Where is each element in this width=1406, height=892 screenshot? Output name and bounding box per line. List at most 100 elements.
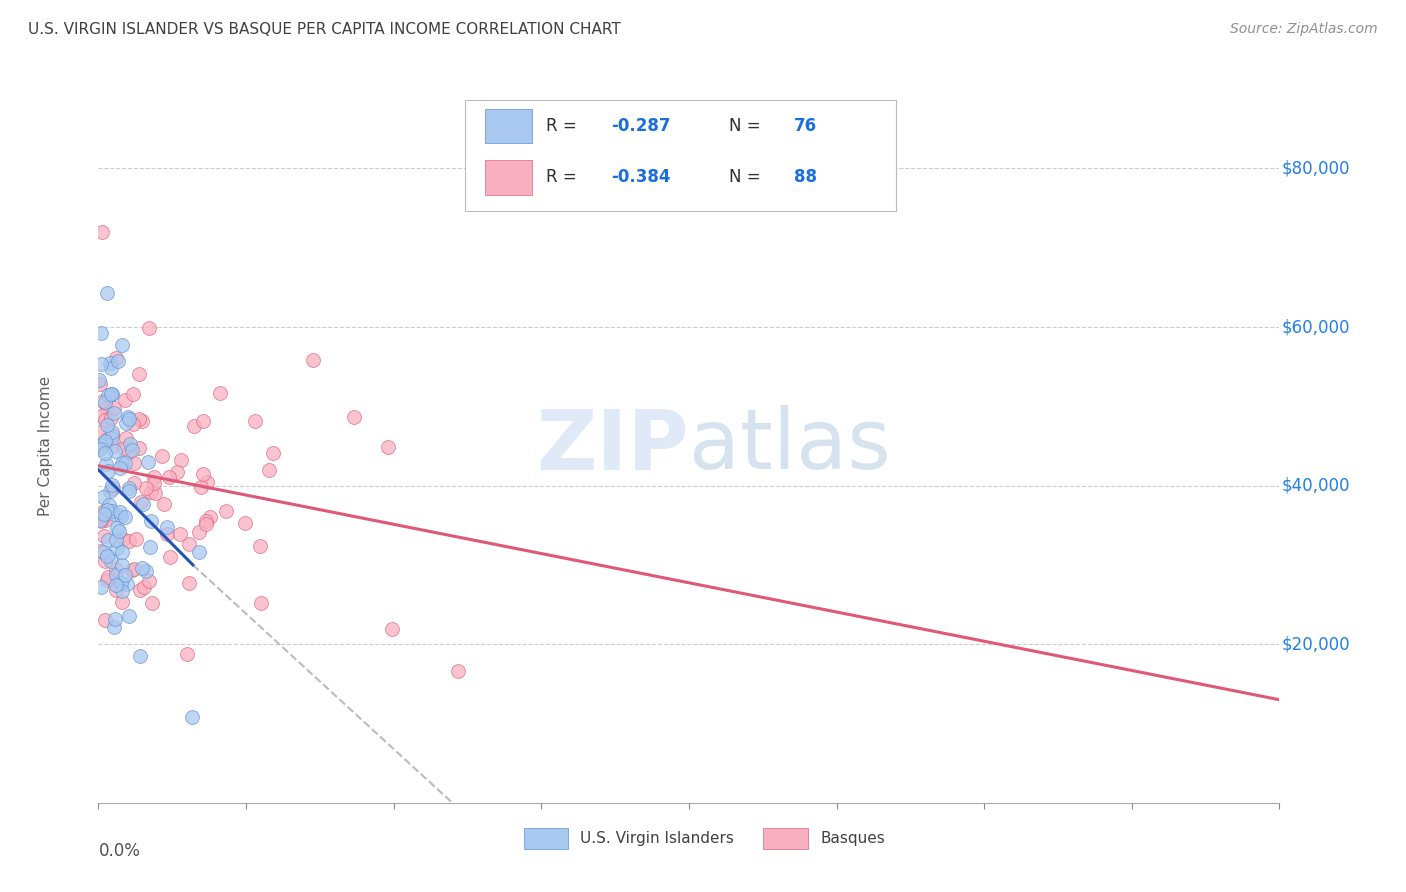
Point [110, 505, 132, 519]
Point [93, 528, 115, 542]
Point [191, 414, 214, 428]
Point [233, 516, 256, 530]
Point [131, 561, 153, 575]
Point [101, 387, 124, 401]
Text: R =: R = [546, 117, 582, 135]
Point [169, 527, 191, 541]
Point [97, 570, 120, 584]
Point [108, 460, 131, 475]
Point [169, 453, 191, 467]
Point [103, 401, 125, 416]
Point [93, 513, 115, 527]
Point [194, 515, 217, 529]
Point [91, 393, 114, 408]
Point [200, 509, 222, 524]
Point [243, 414, 266, 428]
Point [187, 545, 209, 559]
Point [105, 582, 128, 597]
Point [90, 357, 112, 371]
Point [111, 594, 134, 608]
Text: 88: 88 [794, 169, 817, 186]
Point [105, 521, 128, 535]
Point [94, 554, 117, 568]
Point [90, 514, 112, 528]
Point [96, 549, 118, 563]
Point [131, 414, 153, 428]
Point [105, 533, 128, 548]
Point [110, 558, 132, 572]
Point [128, 649, 150, 664]
Point [90, 580, 112, 594]
Point [191, 467, 214, 481]
Point [89, 442, 111, 456]
Point [93, 507, 115, 521]
Point [110, 509, 132, 524]
Point [138, 574, 160, 589]
Point [156, 526, 179, 541]
Point [91, 545, 114, 559]
Point [153, 497, 176, 511]
Point [190, 479, 212, 493]
Point [143, 486, 166, 500]
Point [89, 544, 111, 558]
Point [381, 622, 404, 636]
Point [97, 388, 120, 402]
Point [150, 450, 173, 464]
Point [257, 463, 280, 477]
Point [114, 456, 136, 470]
Point [132, 497, 155, 511]
Point [195, 475, 218, 489]
Point [100, 361, 122, 376]
Point [124, 456, 146, 470]
Point [105, 567, 128, 582]
Point [91, 490, 114, 504]
Point [138, 541, 160, 555]
Point [101, 503, 124, 517]
Point [122, 562, 145, 576]
Point [110, 456, 132, 470]
Point [96, 502, 118, 516]
Point [107, 354, 129, 368]
Point [138, 321, 160, 335]
Text: $60,000: $60,000 [1282, 318, 1350, 336]
Point [117, 410, 139, 425]
Point [104, 612, 127, 626]
Point [142, 469, 165, 483]
Point [157, 470, 180, 484]
Point [97, 464, 120, 478]
Point [114, 568, 136, 582]
Point [93, 503, 115, 517]
Point [104, 444, 127, 458]
Point [89, 425, 111, 439]
Point [177, 576, 200, 591]
Point [103, 508, 125, 522]
Point [94, 413, 117, 427]
Text: -0.384: -0.384 [612, 169, 671, 186]
Text: atlas: atlas [689, 406, 890, 486]
Point [98, 498, 121, 512]
Point [129, 583, 152, 598]
Point [112, 442, 135, 456]
Point [249, 539, 271, 553]
Point [111, 533, 134, 547]
Point [111, 338, 134, 352]
Point [90, 438, 112, 452]
Text: N =: N = [730, 169, 766, 186]
Point [104, 351, 127, 365]
Point [142, 476, 165, 491]
Text: U.S. VIRGIN ISLANDER VS BASQUE PER CAPITA INCOME CORRELATION CHART: U.S. VIRGIN ISLANDER VS BASQUE PER CAPIT… [28, 22, 621, 37]
Point [101, 428, 124, 442]
Point [128, 367, 150, 381]
Text: 0.0%: 0.0% [98, 842, 141, 860]
Point [118, 411, 141, 425]
Text: N =: N = [730, 117, 766, 135]
Point [94, 434, 117, 448]
Point [447, 665, 470, 679]
Point [136, 455, 159, 469]
Point [100, 387, 122, 401]
Point [118, 484, 141, 499]
Point [114, 431, 136, 445]
Point [118, 481, 141, 495]
Point [103, 406, 125, 420]
FancyBboxPatch shape [485, 161, 531, 194]
